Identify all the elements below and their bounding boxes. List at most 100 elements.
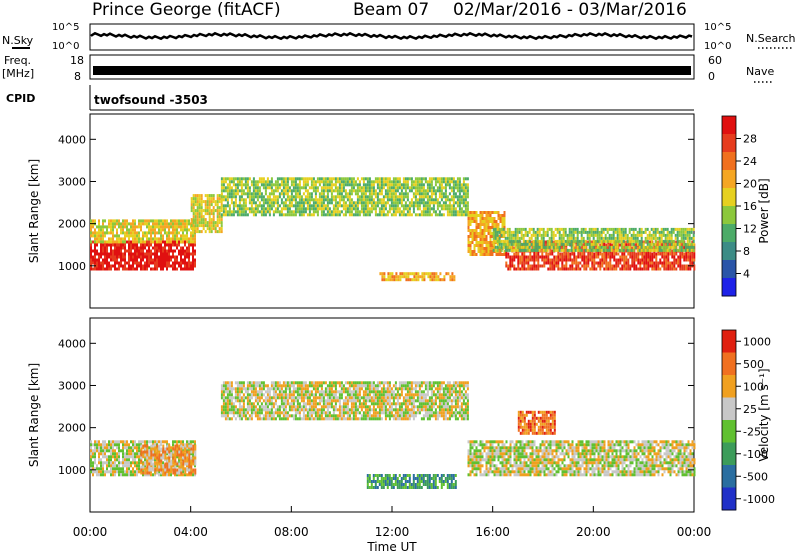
- range-cell: [408, 177, 411, 181]
- range-cell: [599, 267, 602, 271]
- range-cell: [234, 210, 237, 214]
- range-cell: [612, 242, 615, 246]
- range-cell: [507, 255, 510, 259]
- range-cell: [284, 186, 287, 190]
- range-cell: [471, 211, 474, 214]
- range-cell: [104, 440, 106, 444]
- range-cell: [597, 252, 600, 256]
- range-cell: [140, 453, 143, 457]
- range-cell: [434, 198, 437, 202]
- range-cell: [180, 255, 182, 259]
- range-cell: [654, 227, 657, 231]
- range-cell: [668, 233, 671, 237]
- range-cell: [588, 239, 591, 243]
- range-cell: [402, 210, 405, 214]
- range-cell: [296, 207, 299, 211]
- range-cell: [630, 248, 633, 252]
- range-cell: [162, 456, 165, 460]
- range-cell: [596, 242, 599, 246]
- range-cell: [654, 230, 657, 234]
- range-cell: [634, 236, 637, 240]
- range-cell: [298, 207, 301, 211]
- range-cell: [690, 245, 693, 249]
- range-cell: [596, 236, 599, 240]
- range-cell: [526, 245, 529, 249]
- range-cell: [96, 240, 98, 244]
- range-cell: [360, 186, 363, 190]
- range-cell: [689, 258, 692, 262]
- range-cell: [642, 245, 645, 249]
- range-cell: [134, 473, 136, 477]
- range-cell: [434, 183, 437, 187]
- range-cell: [222, 408, 225, 412]
- range-cell: [502, 239, 505, 243]
- range-cell: [546, 239, 549, 243]
- range-cell: [128, 222, 130, 226]
- range-cell: [198, 212, 201, 216]
- range-cell: [142, 249, 144, 253]
- range-cell: [651, 261, 654, 265]
- range-cell: [322, 210, 325, 214]
- range-cell: [94, 237, 96, 241]
- range-cell: [324, 213, 327, 217]
- freq-strip: Freq. [MHz] 18 8 60 0 Nave: [2, 54, 774, 83]
- range-cell: [192, 452, 194, 456]
- range-cell: [420, 198, 423, 202]
- range-cell: [142, 450, 145, 454]
- range-cell: [500, 248, 503, 252]
- range-cell: [448, 186, 451, 190]
- range-cell: [506, 233, 509, 237]
- range-cell: [254, 204, 257, 208]
- range-cell: [186, 459, 189, 463]
- range-cell: [184, 473, 186, 477]
- range-cell: [466, 177, 469, 181]
- range-cell: [252, 207, 255, 211]
- range-cell: [562, 236, 565, 240]
- range-cell: [450, 204, 453, 208]
- range-cell: [152, 465, 155, 469]
- range-cell: [174, 440, 176, 444]
- range-cell: [202, 218, 205, 222]
- range-cell: [334, 210, 337, 214]
- range-cell: [479, 238, 482, 241]
- range-cell: [392, 213, 395, 217]
- range-cell: [328, 213, 331, 217]
- range-cell: [492, 227, 495, 231]
- range-cell: [505, 264, 508, 268]
- range-cell: [222, 411, 225, 415]
- range-cell: [645, 261, 648, 265]
- range-cell: [136, 470, 138, 474]
- range-cell: [192, 440, 194, 444]
- range-cell: [280, 201, 283, 205]
- range-cell: [244, 411, 247, 415]
- range-cell: [214, 221, 217, 225]
- range-cell: [430, 195, 433, 199]
- range-cell: [675, 252, 678, 256]
- range-cell: [688, 245, 691, 249]
- range-cell: [124, 252, 126, 256]
- range-cell: [401, 275, 404, 279]
- range-cell: [200, 215, 203, 219]
- range-cell: [352, 180, 355, 184]
- range-cell: [664, 233, 667, 237]
- range-cell: [240, 405, 243, 409]
- range-cell: [152, 458, 154, 462]
- range-cell: [200, 212, 203, 216]
- range-cell: [116, 467, 118, 471]
- range-cell: [687, 252, 690, 256]
- range-cell: [394, 210, 397, 214]
- range-cell: [458, 180, 461, 184]
- range-cell: [148, 264, 150, 268]
- range-cell: [286, 198, 289, 202]
- range-cell: [186, 267, 188, 271]
- range-cell: [142, 255, 144, 259]
- range-cell: [110, 443, 112, 447]
- range-cell: [182, 231, 184, 235]
- range-cell: [210, 200, 213, 204]
- range-cell: [104, 252, 106, 256]
- range-cell: [150, 444, 153, 448]
- range-cell: [570, 227, 573, 231]
- range-cell: [364, 195, 367, 199]
- range-cell: [372, 204, 375, 208]
- range-cell: [320, 186, 323, 190]
